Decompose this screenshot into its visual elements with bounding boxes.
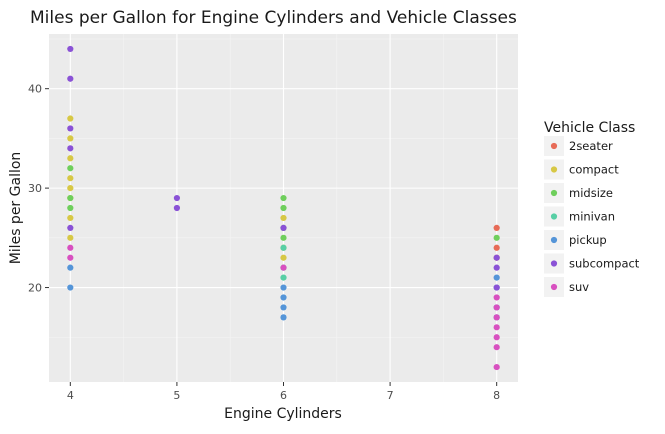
data-point-pickup	[67, 264, 74, 271]
data-point-suv	[493, 294, 500, 301]
x-tick-label: 6	[280, 389, 287, 402]
x-tick-label: 7	[387, 389, 394, 402]
x-tick-label: 4	[67, 389, 74, 402]
y-tick-label: 20	[28, 282, 42, 295]
data-point-subcompact	[280, 224, 287, 231]
axes: 4 5 6 7 8 20 30 40	[28, 83, 500, 402]
data-point-minivan	[280, 244, 287, 251]
y-axis-label: Miles per Gallon	[8, 152, 24, 265]
data-point-pickup	[280, 284, 287, 291]
data-point-subcompact	[493, 254, 500, 261]
data-point-midsize	[280, 194, 287, 202]
data-point-compact	[67, 135, 74, 142]
legend-label: midsize	[569, 186, 613, 200]
data-point-suv	[67, 254, 74, 261]
legend-marker-compact	[550, 166, 558, 173]
legend-marker-minivan	[550, 213, 558, 220]
data-point-suv	[493, 304, 500, 311]
y-tick-label: 30	[28, 182, 42, 195]
legend-label: minivan	[569, 210, 615, 224]
data-point-compact	[67, 115, 74, 122]
legend-label: subcompact	[569, 257, 640, 271]
data-point-suv	[493, 314, 500, 321]
data-point-2seater	[493, 244, 500, 251]
data-point-suv	[280, 264, 287, 271]
data-point-compact	[280, 214, 287, 222]
data-point-midsize	[493, 234, 500, 241]
data-point-midsize	[67, 204, 74, 212]
data-point-suv	[493, 344, 500, 351]
data-point-2seater	[493, 224, 500, 231]
legend-label: pickup	[569, 233, 607, 247]
data-point-suv	[493, 324, 500, 331]
legend-marker-suv	[550, 283, 558, 291]
data-points	[67, 45, 500, 371]
data-point-compact	[67, 214, 74, 222]
data-point-midsize	[67, 165, 74, 172]
data-point-compact	[280, 254, 287, 261]
data-point-compact	[67, 234, 74, 241]
data-point-compact	[67, 155, 74, 162]
data-point-subcompact	[493, 284, 500, 291]
data-point-subcompact	[67, 125, 74, 132]
legend-label: suv	[569, 280, 589, 294]
legend-marker-2seater	[550, 142, 558, 150]
data-point-subcompact	[67, 145, 74, 152]
data-point-minivan	[280, 274, 287, 281]
legend: Vehicle Class 2seater compact midsize miniv…	[544, 120, 640, 297]
data-point-pickup	[280, 304, 287, 311]
legend-marker-midsize	[550, 189, 558, 197]
data-point-subcompact	[67, 224, 74, 231]
x-tick-label: 5	[173, 389, 180, 402]
data-point-pickup	[67, 284, 74, 291]
data-point-subcompact	[493, 264, 500, 271]
data-point-pickup	[280, 314, 287, 321]
chart-title: Miles per Gallon for Engine Cylinders an…	[30, 8, 517, 28]
data-point-midsize	[67, 194, 74, 202]
data-point-subcompact	[67, 75, 74, 82]
data-point-subcompact	[173, 194, 181, 202]
data-point-pickup	[493, 274, 500, 281]
legend-title: Vehicle Class	[544, 120, 635, 136]
legend-label: 2seater	[569, 139, 613, 153]
legend-label: compact	[569, 163, 619, 177]
y-tick-label: 40	[28, 83, 42, 96]
x-tick-label: 8	[493, 389, 500, 402]
x-axis-label: Engine Cylinders	[224, 406, 342, 422]
data-point-pickup	[280, 294, 287, 301]
data-point-subcompact	[173, 204, 181, 212]
data-point-compact	[67, 185, 74, 192]
data-point-subcompact	[67, 45, 74, 53]
data-point-suv	[67, 244, 74, 251]
data-point-compact	[67, 175, 74, 182]
data-point-midsize	[280, 234, 287, 241]
legend-marker-subcompact	[550, 260, 558, 267]
data-point-suv	[493, 363, 500, 371]
data-point-midsize	[280, 204, 287, 212]
legend-marker-pickup	[550, 236, 558, 244]
data-point-suv	[493, 334, 500, 341]
